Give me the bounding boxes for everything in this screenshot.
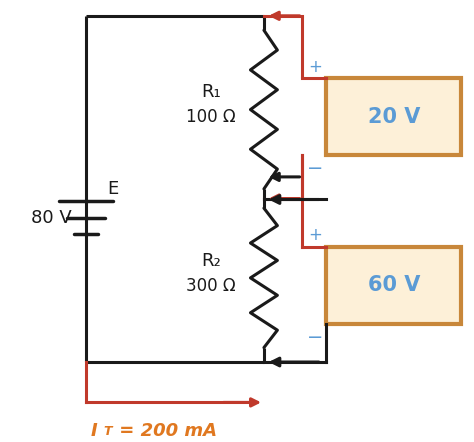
Text: E: E (107, 180, 118, 198)
Text: +: + (308, 226, 322, 244)
Text: R₁: R₁ (201, 83, 221, 101)
Text: 100 Ω: 100 Ω (186, 108, 236, 126)
Text: = 200 mA: = 200 mA (113, 422, 217, 440)
Text: I: I (91, 422, 98, 440)
Text: 60 V: 60 V (367, 275, 420, 295)
Text: R₂: R₂ (201, 251, 221, 270)
Text: +: + (308, 58, 322, 76)
Text: 20 V: 20 V (367, 107, 420, 127)
Text: T: T (103, 426, 112, 438)
Text: −: − (307, 328, 323, 347)
Text: −: − (307, 159, 323, 178)
FancyBboxPatch shape (327, 78, 461, 155)
Text: 300 Ω: 300 Ω (186, 277, 236, 294)
FancyBboxPatch shape (327, 247, 461, 324)
Text: 80 V: 80 V (31, 209, 72, 227)
